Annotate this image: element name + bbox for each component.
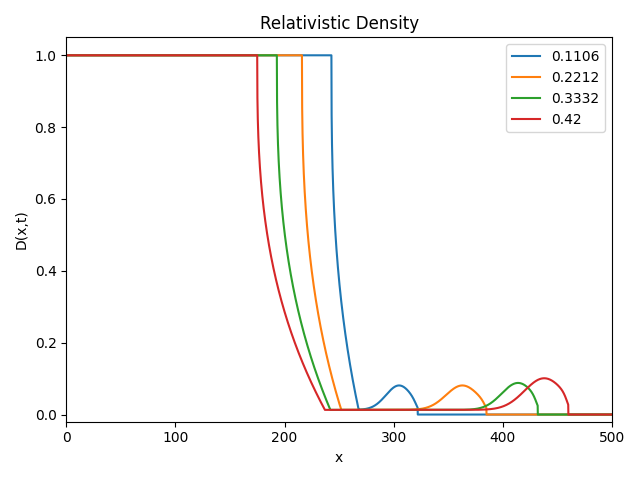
Title: Relativistic Density: Relativistic Density	[259, 15, 419, 33]
0.1106	[170, 52, 177, 58]
Line: 0.1106: 0.1106	[67, 55, 612, 415]
Y-axis label: D(x,t): D(x,t)	[15, 210, 29, 250]
0.2212	[63, 52, 70, 58]
0.3332	[85, 52, 93, 58]
0.1106	[608, 412, 616, 418]
0.1106	[329, 180, 337, 186]
0.3332	[579, 412, 587, 418]
X-axis label: x: x	[335, 451, 343, 465]
Line: 0.2212: 0.2212	[67, 55, 612, 415]
0.1106	[65, 52, 72, 58]
0.42	[85, 52, 93, 58]
0.42	[564, 412, 572, 418]
0.3332	[608, 412, 616, 418]
0.2212	[85, 52, 93, 58]
0.42	[579, 412, 587, 418]
0.2212	[608, 412, 616, 418]
0.3332	[329, 407, 337, 413]
0.42	[95, 52, 103, 58]
0.1106	[85, 52, 93, 58]
0.2212	[65, 52, 72, 58]
0.3332	[63, 52, 70, 58]
0.3332	[65, 52, 72, 58]
Line: 0.42: 0.42	[67, 55, 612, 415]
0.2212	[95, 52, 103, 58]
0.42	[170, 52, 177, 58]
0.2212	[579, 412, 587, 418]
0.1106	[579, 412, 587, 418]
0.1106	[95, 52, 103, 58]
0.2212	[170, 52, 177, 58]
Legend: 0.1106, 0.2212, 0.3332, 0.42: 0.1106, 0.2212, 0.3332, 0.42	[506, 44, 605, 132]
0.1106	[414, 412, 422, 418]
0.42	[329, 407, 337, 413]
Line: 0.3332: 0.3332	[67, 55, 612, 415]
0.42	[608, 412, 616, 418]
0.42	[63, 52, 70, 58]
0.3332	[95, 52, 103, 58]
0.42	[65, 52, 72, 58]
0.3332	[170, 52, 177, 58]
0.1106	[63, 52, 70, 58]
0.2212	[483, 412, 490, 418]
0.3332	[534, 412, 541, 418]
0.2212	[329, 378, 337, 384]
